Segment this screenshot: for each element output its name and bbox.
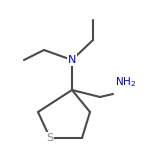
Text: S: S bbox=[47, 133, 54, 143]
Text: N: N bbox=[68, 55, 76, 65]
Text: NH$_2$: NH$_2$ bbox=[115, 75, 136, 89]
